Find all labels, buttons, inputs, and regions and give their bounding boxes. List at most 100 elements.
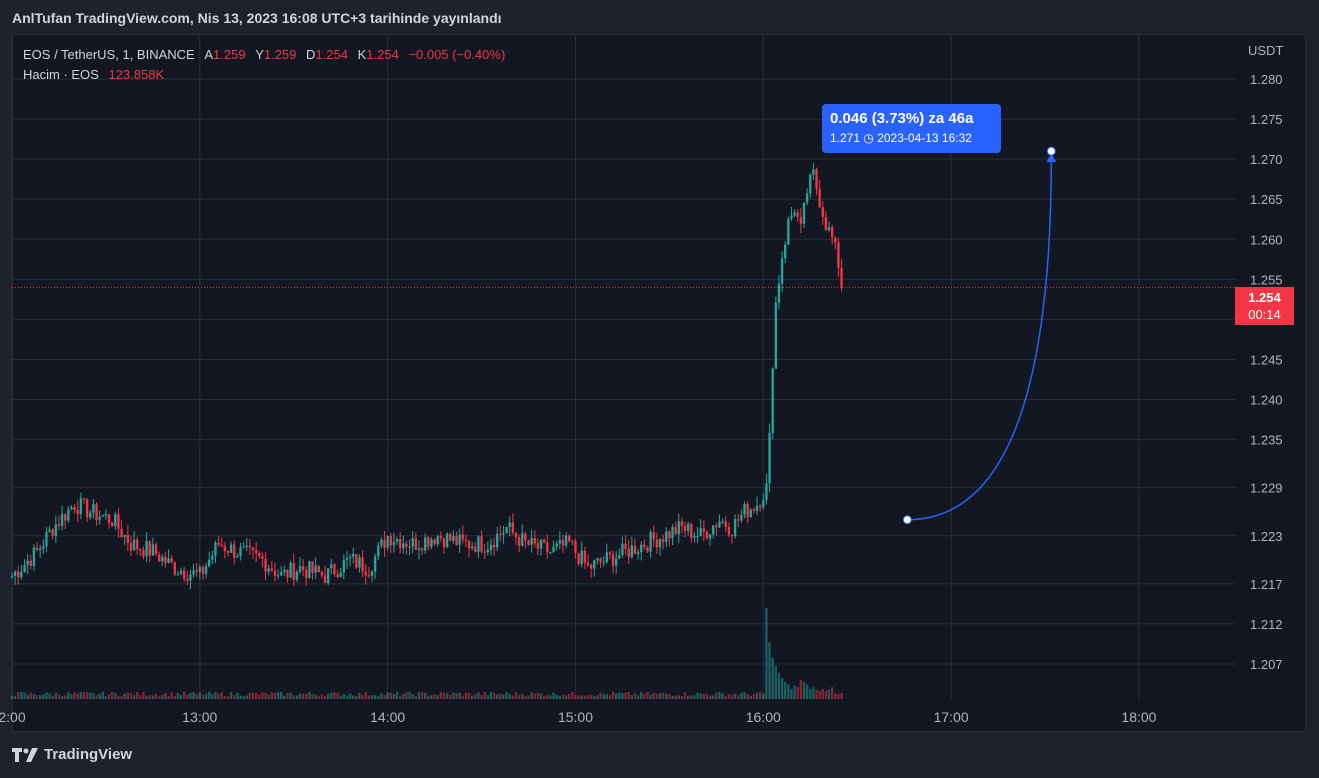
volume-bar bbox=[427, 695, 430, 699]
volume-bar bbox=[186, 694, 189, 699]
volume-bar bbox=[377, 696, 380, 699]
volume-bar bbox=[815, 689, 818, 699]
volume-bar bbox=[223, 696, 227, 699]
candle-body bbox=[242, 546, 245, 548]
volume-bar bbox=[251, 692, 255, 699]
volume-bar bbox=[139, 695, 142, 699]
volume-bar bbox=[198, 692, 201, 699]
volume-bar bbox=[173, 695, 176, 699]
candle-body bbox=[264, 558, 267, 572]
volume-bar bbox=[571, 691, 574, 699]
candle-body bbox=[89, 512, 92, 518]
volume-bar bbox=[784, 681, 787, 699]
candle-body bbox=[270, 568, 273, 571]
candle-body bbox=[831, 226, 834, 238]
candle-body bbox=[671, 527, 674, 539]
currency-label[interactable]: USDT bbox=[1248, 43, 1284, 58]
volume-bar bbox=[270, 692, 273, 699]
candle-body bbox=[64, 514, 67, 521]
volume-bar bbox=[693, 695, 696, 699]
candle-body bbox=[746, 504, 749, 518]
candle-body bbox=[624, 543, 627, 549]
candle-body bbox=[693, 536, 696, 538]
candle-body bbox=[687, 524, 690, 532]
volume-bar bbox=[696, 692, 699, 699]
volume-bar bbox=[533, 693, 536, 699]
volume-bar bbox=[586, 695, 590, 699]
y-tick-label: 1.223 bbox=[1250, 529, 1283, 544]
y-tick-label: 1.270 bbox=[1250, 152, 1283, 167]
candle-body bbox=[615, 558, 618, 566]
candle-body bbox=[599, 558, 602, 563]
volume-bar bbox=[352, 695, 355, 699]
y-axis-ticks: 1.2801.2751.2701.2651.2601.2551.2501.245… bbox=[1250, 72, 1283, 672]
y-tick-label: 1.265 bbox=[1250, 192, 1283, 207]
candle-body bbox=[70, 507, 73, 510]
volume-bar bbox=[690, 695, 693, 699]
candle-body bbox=[499, 533, 502, 535]
volume-bar bbox=[192, 692, 195, 699]
candle-body bbox=[762, 500, 765, 508]
volume-bar bbox=[508, 693, 511, 699]
candle-body bbox=[467, 541, 471, 549]
candle-body bbox=[60, 514, 64, 526]
volume-bar bbox=[489, 691, 493, 699]
volume-bar bbox=[809, 689, 812, 699]
volume-bar bbox=[774, 665, 777, 699]
candle-body bbox=[596, 558, 599, 561]
volume-bar bbox=[724, 696, 727, 699]
candle-body bbox=[92, 504, 95, 513]
candle-body bbox=[517, 537, 521, 546]
candle-body bbox=[327, 568, 330, 584]
volume-bar bbox=[618, 692, 621, 699]
volume-bar bbox=[615, 693, 618, 699]
candle-body bbox=[749, 509, 752, 518]
candle-body bbox=[314, 565, 317, 573]
candle-body bbox=[546, 542, 549, 553]
measure-arrowhead bbox=[1046, 153, 1057, 163]
volume-bar bbox=[333, 692, 336, 699]
volume-bar bbox=[812, 687, 815, 699]
candle-body bbox=[195, 570, 198, 572]
y-tick-label: 1.217 bbox=[1250, 577, 1283, 592]
close-value: 1.254 bbox=[366, 47, 399, 62]
volume-bar bbox=[646, 691, 649, 699]
measure-start-point bbox=[902, 515, 912, 525]
volume-bar bbox=[430, 695, 433, 699]
candle-body bbox=[752, 509, 756, 512]
volume-bar bbox=[455, 693, 458, 699]
volume-bar bbox=[161, 694, 164, 699]
volume-bar bbox=[640, 691, 643, 699]
chart-legend: EOS / TetherUS, 1, BINANCE A1.259 Y1.259… bbox=[23, 45, 505, 85]
volume-bar bbox=[471, 695, 474, 699]
candle-body bbox=[724, 521, 727, 527]
candle-body bbox=[39, 548, 42, 551]
measure-tooltip[interactable]: 0.046 (3.73%) za 46a 1.271 ◷ 2023-04-13 … bbox=[822, 104, 1001, 153]
candle-body bbox=[765, 483, 768, 501]
volume-bar bbox=[608, 695, 612, 699]
candle-body bbox=[737, 519, 740, 521]
candle-body bbox=[183, 570, 186, 579]
volume-bar bbox=[480, 694, 483, 699]
candle-body bbox=[170, 558, 173, 563]
candle-body bbox=[558, 539, 561, 544]
candle-body bbox=[564, 535, 568, 546]
volume-bar bbox=[802, 681, 806, 699]
change-value: −0.005 (−0.40%) bbox=[408, 47, 506, 62]
symbol-label[interactable]: EOS / TetherUS, 1, BINANCE bbox=[23, 47, 195, 62]
candle-body bbox=[29, 560, 32, 566]
candle-body bbox=[345, 557, 349, 560]
volume-bar bbox=[636, 695, 640, 699]
volume-bar bbox=[605, 693, 608, 699]
volume-bar bbox=[543, 695, 546, 699]
volume-bar bbox=[111, 692, 114, 699]
volume-bar bbox=[305, 693, 308, 699]
volume-bar bbox=[818, 690, 821, 699]
volume-bar bbox=[267, 695, 270, 699]
candle-body bbox=[17, 571, 20, 578]
volume-bar bbox=[574, 694, 577, 699]
footer-brand[interactable]: TradingView bbox=[12, 746, 132, 763]
volume-bar bbox=[395, 691, 399, 699]
chart-frame[interactable]: EOS / TetherUS, 1, BINANCE A1.259 Y1.259… bbox=[12, 34, 1306, 732]
